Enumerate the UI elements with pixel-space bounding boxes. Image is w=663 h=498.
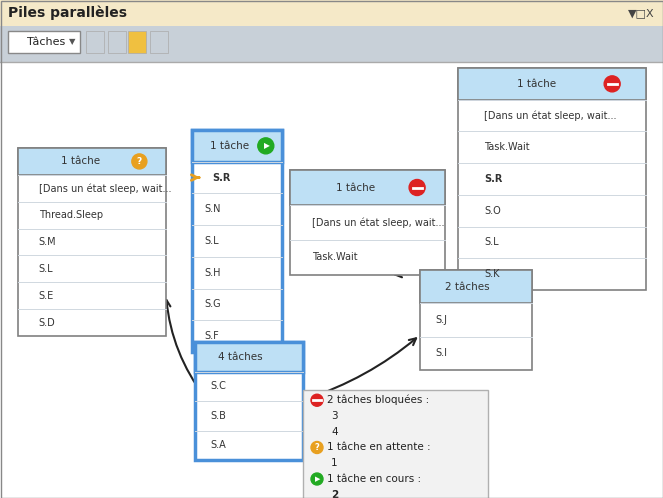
Bar bbox=[86, 31, 104, 53]
Text: 1 tâche: 1 tâche bbox=[335, 182, 375, 193]
Text: S.B: S.B bbox=[210, 411, 226, 421]
Text: S.O: S.O bbox=[484, 206, 501, 216]
Bar bbox=[18, 148, 166, 175]
Bar bbox=[0, 0, 663, 26]
Circle shape bbox=[258, 138, 274, 154]
Text: Thread.Sleep: Thread.Sleep bbox=[38, 210, 103, 220]
Circle shape bbox=[409, 179, 425, 196]
Text: 2: 2 bbox=[331, 490, 338, 498]
Text: ▼□X: ▼□X bbox=[629, 8, 655, 18]
Circle shape bbox=[311, 473, 323, 485]
Text: S.D: S.D bbox=[38, 318, 56, 328]
Text: 3: 3 bbox=[331, 411, 337, 421]
Text: Task.Wait: Task.Wait bbox=[312, 252, 357, 262]
Text: S.L: S.L bbox=[38, 264, 53, 274]
Text: S.H: S.H bbox=[205, 268, 221, 278]
Bar bbox=[8, 31, 80, 53]
Text: S.E: S.E bbox=[38, 291, 54, 301]
Bar bbox=[290, 170, 445, 275]
Bar bbox=[128, 31, 146, 53]
Text: S.L: S.L bbox=[205, 236, 219, 246]
Circle shape bbox=[311, 394, 323, 406]
Bar bbox=[0, 26, 663, 62]
Bar bbox=[192, 130, 282, 162]
Text: ▶: ▶ bbox=[264, 141, 270, 150]
Text: S.M: S.M bbox=[38, 237, 56, 247]
Text: 2 tâches: 2 tâches bbox=[445, 282, 489, 292]
Text: S.R: S.R bbox=[211, 173, 230, 183]
Bar bbox=[0, 62, 663, 498]
Bar bbox=[150, 31, 168, 53]
Text: Piles parallèles: Piles parallèles bbox=[8, 6, 127, 20]
Bar bbox=[108, 31, 126, 53]
Text: S.G: S.G bbox=[205, 299, 221, 309]
Text: 1 tâche en attente :: 1 tâche en attente : bbox=[327, 443, 431, 453]
Text: S.F: S.F bbox=[205, 331, 219, 341]
Bar bbox=[458, 68, 646, 290]
Text: ?: ? bbox=[315, 443, 320, 452]
Text: S.J: S.J bbox=[436, 315, 448, 325]
Text: ▶: ▶ bbox=[316, 476, 321, 482]
Bar bbox=[290, 170, 445, 205]
Text: [Dans un état sleep, wait...: [Dans un état sleep, wait... bbox=[312, 217, 444, 228]
Text: ?: ? bbox=[137, 157, 142, 166]
Text: S.K: S.K bbox=[484, 269, 500, 279]
Bar bbox=[420, 270, 532, 370]
Text: 1 tâche en cours :: 1 tâche en cours : bbox=[327, 474, 421, 484]
Text: S.N: S.N bbox=[205, 204, 221, 214]
Bar bbox=[195, 342, 303, 460]
Text: 1: 1 bbox=[331, 458, 337, 468]
Text: 1 tâche: 1 tâche bbox=[60, 156, 99, 166]
Text: 1 tâche: 1 tâche bbox=[210, 141, 249, 151]
Text: [Dans un état sleep, wait...: [Dans un état sleep, wait... bbox=[38, 183, 171, 194]
Text: S.A: S.A bbox=[210, 440, 226, 450]
Bar bbox=[303, 390, 488, 498]
Bar bbox=[18, 148, 166, 336]
Text: S.L: S.L bbox=[484, 238, 499, 248]
Text: Tâches: Tâches bbox=[27, 37, 65, 47]
Text: 2 tâches bloquées :: 2 tâches bloquées : bbox=[327, 395, 429, 405]
Text: [Dans un état sleep, wait...: [Dans un état sleep, wait... bbox=[484, 111, 617, 121]
Text: 1 tâche: 1 tâche bbox=[517, 79, 556, 89]
Text: S.R: S.R bbox=[484, 174, 503, 184]
Circle shape bbox=[604, 76, 620, 92]
Text: S.I: S.I bbox=[436, 348, 448, 359]
Text: S.C: S.C bbox=[210, 381, 226, 391]
Text: 4: 4 bbox=[331, 427, 337, 437]
Bar bbox=[195, 342, 303, 372]
Bar bbox=[458, 68, 646, 100]
Text: Task.Wait: Task.Wait bbox=[484, 142, 530, 152]
Bar bbox=[420, 270, 532, 303]
Circle shape bbox=[311, 442, 323, 454]
Text: 4 tâches: 4 tâches bbox=[218, 352, 263, 362]
Circle shape bbox=[132, 154, 147, 169]
Bar bbox=[192, 130, 282, 352]
Text: ▼: ▼ bbox=[69, 37, 75, 46]
